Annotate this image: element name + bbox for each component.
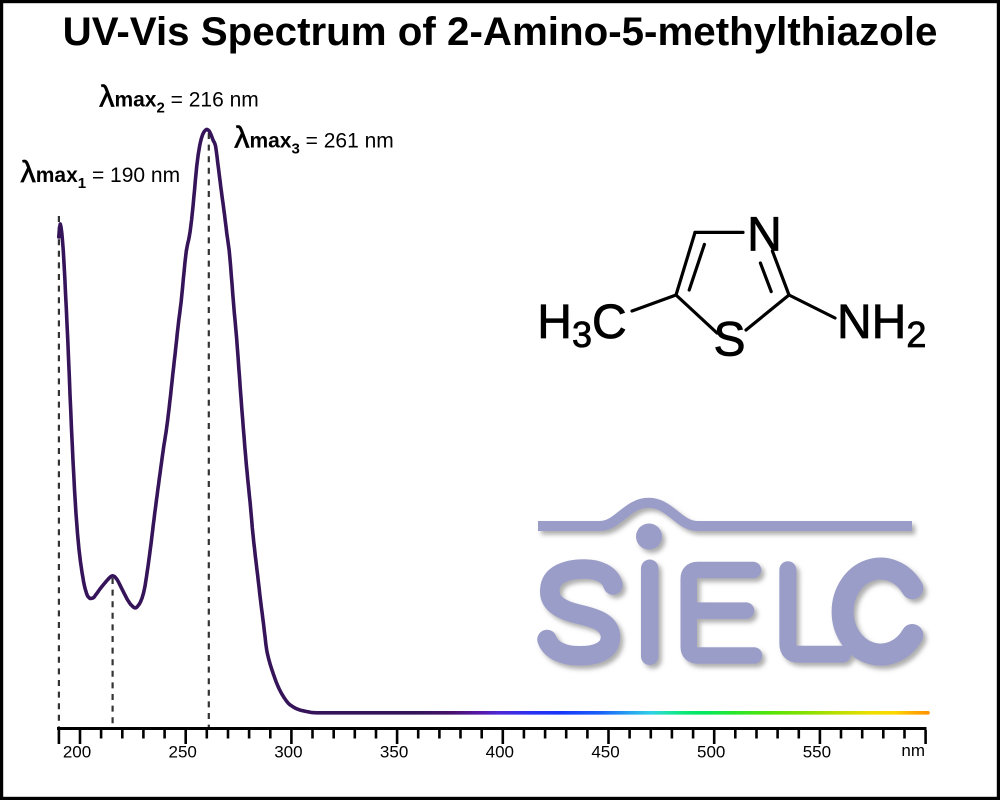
svg-text:nm: nm [901, 741, 925, 760]
svg-text:550: 550 [803, 743, 831, 762]
svg-text:500: 500 [697, 743, 725, 762]
svg-text:400: 400 [486, 743, 514, 762]
svg-text:450: 450 [591, 743, 619, 762]
svg-text:300: 300 [274, 743, 302, 762]
svg-text:λmax2 = 216 nm: λmax2 = 216 nm [99, 80, 259, 117]
svg-text:250: 250 [169, 743, 197, 762]
svg-text:N: N [747, 209, 782, 262]
svg-text:S: S [713, 313, 745, 366]
svg-text:200: 200 [63, 743, 91, 762]
svg-text:350: 350 [380, 743, 408, 762]
svg-text:λmax1 = 190 nm: λmax1 = 190 nm [21, 155, 181, 192]
svg-text:UV-Vis Spectrum of 2-Amino-5-m: UV-Vis Spectrum of 2-Amino-5-methylthiaz… [63, 9, 938, 54]
svg-text:λmax3 = 261 nm: λmax3 = 261 nm [234, 121, 394, 158]
